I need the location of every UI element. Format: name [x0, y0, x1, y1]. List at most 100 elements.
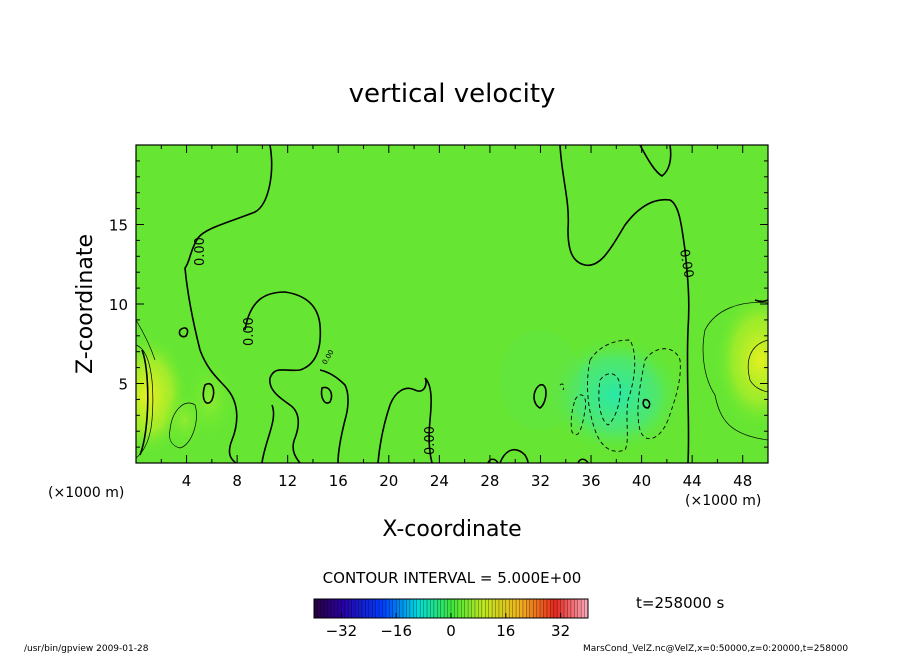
- colorbar-cell: [464, 599, 469, 618]
- colorbar-cell: [574, 599, 579, 618]
- colorbar-cell: [560, 599, 565, 618]
- contour-lines-negative: [559, 339, 681, 452]
- colorbar-cell: [522, 599, 527, 618]
- colorbar-tick-label: −16: [380, 622, 412, 640]
- x-tick-label: 8: [232, 472, 242, 490]
- colorbar-cell: [502, 599, 507, 618]
- y-axis: 5 10 15: [109, 160, 768, 448]
- colorbar-cell: [505, 599, 510, 618]
- colorbar-cell: [382, 599, 387, 618]
- chart-title: vertical velocity: [349, 79, 556, 109]
- contour-interval: CONTOUR INTERVAL = 5.000E+00: [323, 569, 582, 587]
- x-tick-label: 24: [430, 472, 449, 490]
- x-unit-label-right: (×1000 m): [685, 493, 761, 509]
- colorbar-cell: [533, 599, 537, 618]
- colorbar-cell: [440, 599, 445, 618]
- colorbar-cell: [451, 599, 455, 618]
- colorbar-cell: [392, 599, 397, 618]
- colorbar-cell: [327, 599, 332, 618]
- colorbar-cell: [519, 599, 524, 618]
- x-tick-label: 44: [683, 472, 702, 490]
- colorbar-tick-label: 16: [496, 622, 515, 640]
- time-label: t=258000 s: [636, 594, 724, 612]
- x-unit-label-left: (×1000 m): [48, 485, 124, 501]
- colorbar-cell: [444, 599, 448, 618]
- colorbar-tick-label: −32: [326, 622, 358, 640]
- colorbar-cell: [543, 599, 548, 618]
- colorbar-cell: [540, 599, 544, 618]
- colorbar-tick-label: 0: [446, 622, 456, 640]
- colorbar-cell: [557, 599, 561, 618]
- colorbar-cell: [409, 599, 414, 618]
- contour-label: 0.00: [676, 248, 696, 279]
- colorbar-cell: [481, 599, 486, 618]
- colorbar-cell: [351, 599, 356, 618]
- colorbar-cell: [361, 599, 366, 618]
- colorbar-cell: [368, 599, 373, 618]
- colorbar-ticks: −32 −16 0 16 32: [326, 613, 570, 640]
- colorbar-cell: [423, 599, 428, 618]
- colorbar-cell: [324, 599, 328, 618]
- colorbar-cell: [509, 599, 513, 618]
- colorbar-cell: [430, 599, 435, 618]
- colorbar-cell: [337, 599, 342, 618]
- colorbar-cell: [457, 599, 462, 618]
- x-tick-label: 20: [379, 472, 398, 490]
- colorbar-cell: [570, 599, 575, 618]
- colorbar-cell: [403, 599, 407, 618]
- colorbar-cell: [454, 599, 459, 618]
- colorbar-cell: [314, 599, 318, 618]
- colorbar-cell: [379, 599, 383, 618]
- colorbar-cell: [478, 599, 483, 618]
- colorbar-cell: [437, 599, 442, 618]
- x-tick-label: 28: [480, 472, 499, 490]
- colorbar-cell: [348, 599, 352, 618]
- colorbar-cell: [358, 599, 363, 618]
- colorbar-cell: [567, 599, 572, 618]
- contour-label: 0.00: [193, 237, 208, 266]
- colorbar-cell: [372, 599, 376, 618]
- colorbar-cell: [516, 599, 520, 618]
- colorbar-cell: [375, 599, 380, 618]
- colorbar-cell: [331, 599, 335, 618]
- colorbar-cell: [577, 599, 582, 618]
- contour-label: 0.00: [423, 426, 438, 455]
- contour-lines-positive: [136, 302, 768, 459]
- x-tick-label: 32: [531, 472, 550, 490]
- colorbar: [313, 599, 589, 618]
- colorbar-cell: [550, 599, 555, 618]
- colorbar-cell: [536, 599, 541, 618]
- footer-right: MarsCond_VelZ.nc@VelZ,x=0:50000,z=0:2000…: [583, 644, 848, 654]
- y-tick-label: 5: [118, 376, 128, 394]
- x-tick-label: 4: [182, 472, 192, 490]
- colorbar-cell: [474, 599, 479, 618]
- colorbar-cell: [512, 599, 517, 618]
- heatmap-field: [136, 145, 768, 463]
- colorbar-cell: [320, 599, 325, 618]
- colorbar-cell: [468, 599, 472, 618]
- y-axis-label: Z-coordinate: [73, 234, 98, 374]
- colorbar-cell: [416, 599, 421, 618]
- colorbar-cell: [317, 599, 322, 618]
- footer-left: /usr/bin/gpview 2009-01-28: [24, 644, 149, 654]
- colorbar-cell: [485, 599, 489, 618]
- colorbar-cell: [488, 599, 493, 618]
- colorbar-cell: [420, 599, 424, 618]
- x-tick-label: 16: [329, 472, 348, 490]
- colorbar-cell: [564, 599, 568, 618]
- colorbar-cell: [427, 599, 431, 618]
- colorbar-cell: [389, 599, 394, 618]
- colorbar-cell: [385, 599, 390, 618]
- colorbar-cell: [334, 599, 339, 618]
- colorbar-cell: [344, 599, 349, 618]
- x-tick-label: 36: [581, 472, 600, 490]
- x-tick-label: 48: [733, 472, 752, 490]
- x-axis: 4 8 12 16 20 24 28 32 36 40 44 48: [160, 145, 769, 490]
- colorbar-cell: [413, 599, 418, 618]
- colorbar-cell: [433, 599, 438, 618]
- colorbar-cell: [546, 599, 551, 618]
- contour-labels: 0.00 0.00 0.00 0.00 0.00: [193, 237, 696, 455]
- colorbar-cell: [584, 599, 589, 618]
- colorbar-cell: [581, 599, 585, 618]
